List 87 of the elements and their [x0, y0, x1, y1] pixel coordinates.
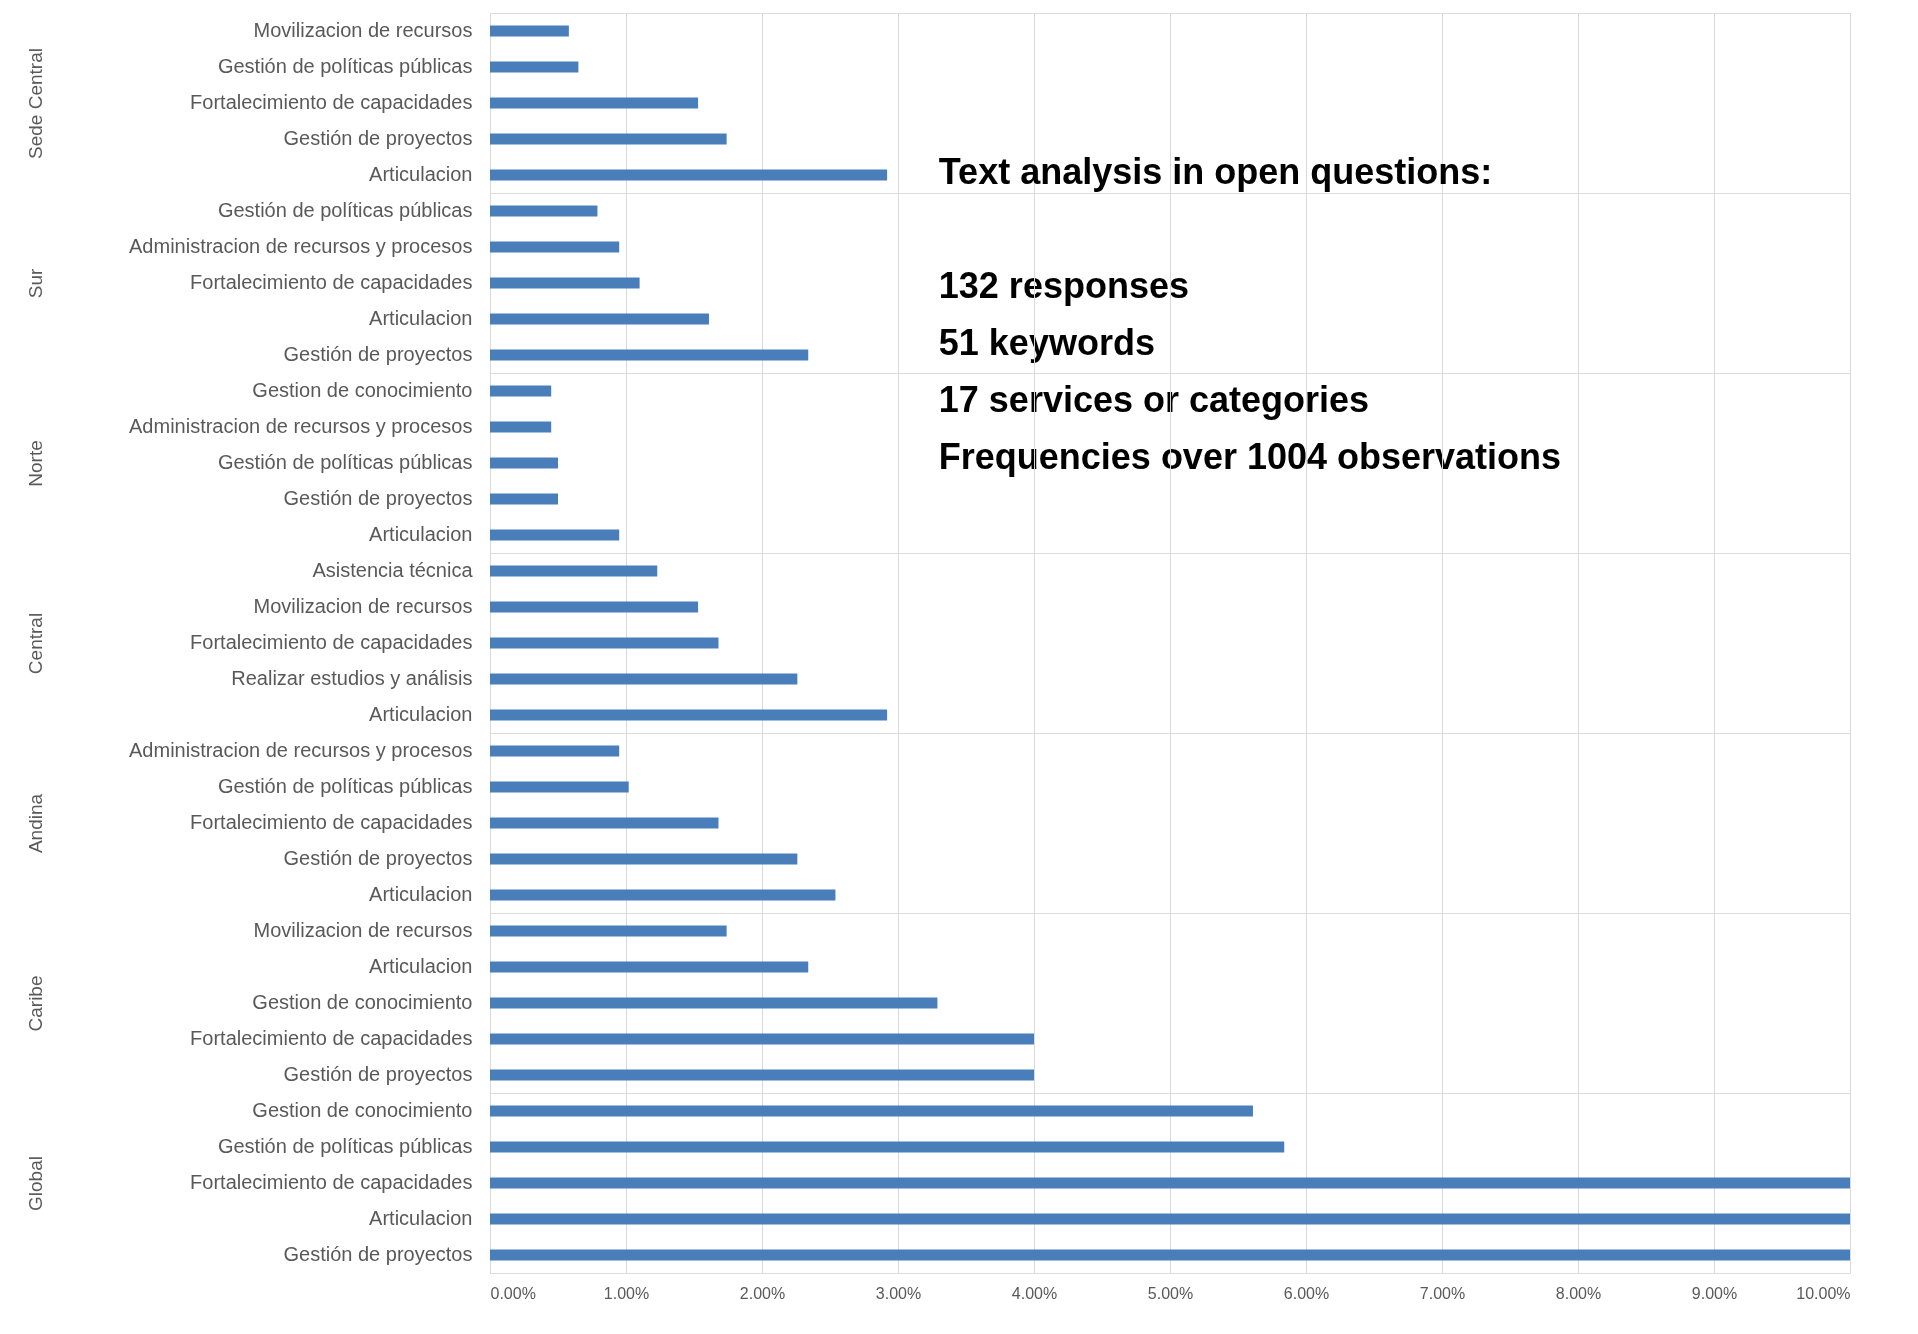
y-axis-title: Sur [24, 268, 46, 299]
bar [490, 313, 709, 325]
y-tick-label: Articulacion [369, 955, 473, 977]
x-tick-label: 6.00% [1283, 1284, 1330, 1302]
annotation: Text analysis in open questions: [938, 151, 1493, 192]
bar [490, 349, 809, 361]
y-tick-label: Fortalecimiento de capacidades [190, 1171, 473, 1193]
x-tick-label: 1.00% [603, 1284, 650, 1302]
bar [490, 997, 938, 1009]
y-tick-label: Movilizacion de recursos [253, 19, 473, 41]
x-tick-label: 3.00% [875, 1284, 922, 1302]
y-tick-label: Gestion de conocimiento [252, 379, 473, 401]
y-axis-title: Caribe [24, 975, 46, 1032]
bar [490, 1213, 1850, 1225]
y-axis-title: Norte [24, 440, 46, 487]
y-tick-label: Gestión de políticas públicas [217, 1135, 473, 1157]
y-axis-title: Central [24, 612, 46, 675]
y-tick-label: Gestión de proyectos [283, 127, 473, 149]
bar [490, 277, 640, 289]
bar [490, 853, 798, 865]
y-tick-label: Administracion de recursos y procesos [129, 415, 473, 437]
x-tick-label: 2.00% [739, 1284, 786, 1302]
y-tick-label: Fortalecimiento de capacidades [190, 811, 473, 833]
bar [490, 745, 620, 757]
bar [490, 1177, 1850, 1189]
y-tick-label: Fortalecimiento de capacidades [190, 271, 473, 293]
bar [490, 637, 719, 649]
bar [490, 97, 699, 109]
annotation: 51 keywords [938, 322, 1155, 363]
y-tick-label: Fortalecimiento de capacidades [190, 91, 473, 113]
y-tick-label: Articulacion [369, 163, 473, 185]
y-tick-label: Gestión de proyectos [283, 487, 473, 509]
y-tick-label: Gestión de políticas públicas [217, 55, 473, 77]
x-tick-label: 0.00% [490, 1284, 536, 1302]
y-tick-label: Articulacion [369, 523, 473, 545]
y-tick-label: Fortalecimiento de capacidades [190, 631, 473, 653]
bar [490, 1033, 1034, 1045]
bar [490, 25, 569, 37]
y-tick-label: Gestión de políticas públicas [217, 451, 473, 473]
annotation: 132 responses [938, 265, 1189, 306]
y-tick-label: Gestión de políticas públicas [217, 199, 473, 221]
bar [490, 1105, 1253, 1117]
bar [490, 889, 836, 901]
y-tick-label: Realizar estudios y análisis [231, 667, 473, 689]
y-tick-label: Fortalecimiento de capacidades [190, 1027, 473, 1049]
y-tick-label: Gestión de proyectos [283, 847, 473, 869]
y-tick-label: Articulacion [369, 1207, 473, 1229]
bar [490, 1249, 1850, 1261]
y-tick-label: Articulacion [369, 703, 473, 725]
y-axis-title: Andina [24, 793, 46, 854]
bar [490, 133, 727, 145]
bar [490, 709, 888, 721]
y-tick-label: Articulacion [369, 307, 473, 329]
y-tick-label: Gestion de conocimiento [252, 1099, 473, 1121]
bar [490, 241, 620, 253]
x-tick-label: 7.00% [1419, 1284, 1466, 1302]
y-tick-label: Gestión de políticas públicas [217, 775, 473, 797]
y-tick-label: Articulacion [369, 883, 473, 905]
bar [490, 781, 629, 793]
y-tick-label: Movilizacion de recursos [253, 919, 473, 941]
x-tick-label: 4.00% [1011, 1284, 1058, 1302]
y-tick-label: Movilizacion de recursos [253, 595, 473, 617]
bar [490, 961, 809, 973]
y-tick-label: Administracion de recursos y procesos [129, 739, 473, 761]
bar [490, 205, 598, 217]
y-tick-label: Asistencia técnica [312, 559, 474, 581]
bar [490, 601, 699, 613]
y-axis-title: Sede Central [24, 48, 46, 159]
bar [490, 817, 719, 829]
bar [490, 565, 658, 577]
x-tick-label: 10.00% [1796, 1284, 1851, 1302]
bar [490, 1141, 1285, 1153]
annotation: Frequencies over 1004 observations [938, 436, 1562, 477]
bar [490, 925, 727, 937]
y-axis-title: Global [24, 1156, 46, 1211]
bar [490, 61, 579, 73]
bar [490, 169, 888, 181]
y-tick-label: Administracion de recursos y procesos [129, 235, 473, 257]
y-tick-label: Gestión de proyectos [283, 343, 473, 365]
bar [490, 673, 798, 685]
x-tick-label: 8.00% [1555, 1284, 1602, 1302]
x-tick-label: 9.00% [1691, 1284, 1738, 1302]
y-tick-label: Gestion de conocimiento [252, 991, 473, 1013]
x-tick-label: 5.00% [1147, 1284, 1194, 1302]
y-tick-label: Gestión de proyectos [283, 1063, 473, 1085]
y-tick-label: Gestión de proyectos [283, 1243, 473, 1265]
bar [490, 1069, 1034, 1081]
